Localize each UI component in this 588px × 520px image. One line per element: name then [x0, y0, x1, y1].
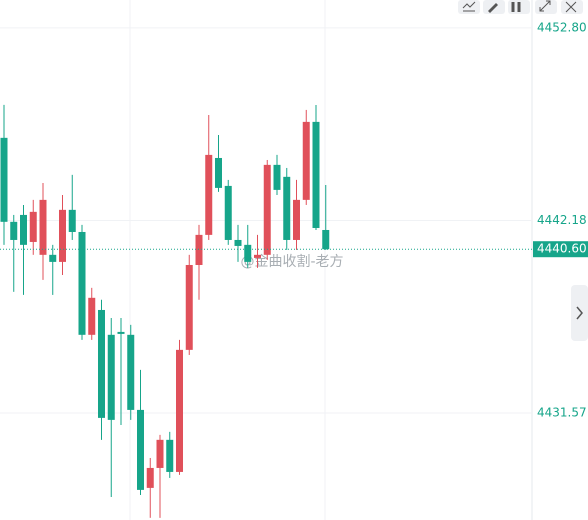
candle-body [49, 254, 57, 262]
candle-body [156, 439, 164, 468]
candle-body [234, 239, 242, 246]
tool-button[interactable] [535, 0, 557, 14]
candle-body [302, 121, 310, 200]
y-tick-label: 4431.57 [537, 405, 587, 419]
candle-body [263, 164, 271, 255]
candle-body [254, 254, 261, 258]
candle-body [166, 439, 174, 472]
candle-body [205, 154, 213, 235]
y-tick-label: 4442.18 [537, 213, 587, 227]
candle-body [146, 467, 154, 488]
candle-body [215, 157, 222, 188]
candle-body [293, 199, 300, 240]
candle-body [59, 209, 66, 262]
candle-body [107, 334, 115, 420]
last-price-label: 4440.60 [537, 242, 587, 256]
candle-body [88, 297, 96, 335]
candle-body [312, 121, 320, 228]
tool-icon [565, 1, 577, 13]
candle-body [195, 234, 203, 265]
candle-body [185, 264, 193, 350]
toolbar [458, 0, 583, 14]
tool-icon [488, 3, 498, 13]
candle-body [176, 349, 183, 472]
tool-icon [539, 0, 551, 12]
tool-button[interactable] [561, 0, 583, 14]
last-price-box [533, 241, 588, 258]
tool-icon [462, 1, 476, 12]
candle-body [117, 331, 125, 334]
candle-body [283, 176, 291, 240]
candle-body [137, 409, 144, 490]
candle-body [0, 137, 8, 222]
candle-body [273, 164, 281, 190]
collapse-button[interactable] [571, 285, 588, 341]
candle-body [127, 334, 135, 410]
candle-body [78, 231, 86, 335]
candle-body [20, 214, 27, 245]
tool-button[interactable] [458, 0, 480, 14]
candle-body [10, 221, 18, 240]
candle-body [29, 211, 37, 242]
candle-body [68, 209, 76, 232]
candle-body [322, 229, 330, 250]
candle-body [39, 199, 47, 255]
collapse-icon [576, 306, 583, 320]
y-tick-label: 4452.80 [537, 20, 587, 34]
candle-body [224, 185, 232, 240]
candle-body [244, 244, 252, 262]
tool-icon [511, 2, 521, 12]
watermark: @金曲收割-老方 [240, 253, 343, 270]
candle-body [98, 309, 105, 418]
